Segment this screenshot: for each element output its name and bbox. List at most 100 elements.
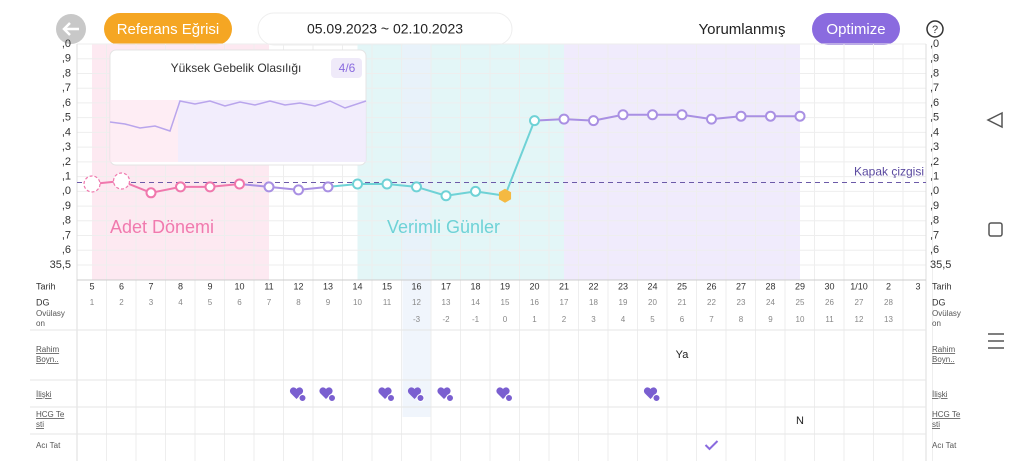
temp-point	[558, 113, 570, 125]
today-column	[402, 44, 431, 417]
dg-cell: 21	[678, 298, 687, 307]
dg-cell: 3	[149, 298, 154, 307]
temp-point	[617, 109, 629, 121]
ovulation-cell: 0	[503, 315, 508, 324]
dg-cell: 27	[855, 298, 864, 307]
dg-cell: 24	[766, 298, 775, 307]
dg-cell: 12	[412, 298, 421, 307]
y-tick-label-right: ,7	[930, 82, 939, 94]
y-tick-label-right: ,7	[930, 229, 939, 241]
x-tick-label: 7	[148, 281, 153, 291]
row-label-right: HCG Te	[932, 410, 961, 419]
nav-menu[interactable]	[988, 333, 1004, 349]
heart-icon	[289, 387, 304, 399]
x-tick-label: 19	[500, 281, 510, 291]
x-tick-label: 15	[382, 281, 392, 291]
reference-label: Referans Eğrisi	[117, 21, 220, 38]
y-tick-label-right: ,6	[930, 97, 939, 109]
nav-home[interactable]	[988, 222, 1003, 237]
dg-cell: 8	[296, 298, 301, 307]
status: Yorumlanmış	[699, 21, 786, 38]
cell: N	[796, 415, 804, 427]
ovulation-cell: 2	[562, 315, 567, 324]
cover-line-label: Kapak çizgisi	[854, 165, 924, 179]
x-tick-label: 30	[824, 281, 834, 291]
y-tick-label-right: ,0	[930, 185, 939, 197]
heart-icon	[378, 387, 392, 399]
ovulation-cell: 3	[591, 315, 596, 324]
temp-point	[676, 109, 688, 121]
temp-point	[647, 109, 658, 121]
row-label-right: on	[932, 319, 941, 328]
y-tick-label: ,9	[62, 53, 71, 65]
ovulation-cell: 5	[650, 315, 655, 324]
nav-back[interactable]	[986, 111, 1003, 129]
y-tick-label-right: 35,5	[930, 259, 951, 271]
inset-shade-purple	[178, 100, 366, 162]
dg-cell: 16	[530, 298, 539, 307]
x-tick-label: 12	[293, 281, 303, 291]
row-label: İlişki	[36, 390, 52, 399]
dg-cell: 10	[353, 298, 362, 307]
heart-badge	[652, 394, 661, 402]
x-tick-label: 28	[765, 281, 775, 291]
temp-point	[706, 113, 717, 125]
help-button[interactable]	[926, 20, 944, 38]
heart-icon	[643, 387, 658, 399]
optimize-label: Optimize	[826, 21, 885, 38]
row-label-right: Ovülasy	[932, 309, 961, 318]
ovulation-cell: 1	[532, 315, 537, 324]
reference-button[interactable]	[104, 13, 232, 45]
y-tick-label-right: ,5	[930, 112, 939, 124]
ovulation-cell: 11	[825, 315, 834, 324]
temp-point	[293, 184, 304, 196]
temp-point	[263, 181, 275, 193]
heart-badge	[416, 394, 425, 402]
x-tick-label: 25	[677, 281, 687, 291]
temp-point	[83, 175, 101, 193]
x-tick-label: 16	[411, 281, 421, 291]
heart-badge	[446, 394, 454, 402]
x-tick-label: 14	[352, 281, 362, 291]
x-tick-label: 9	[207, 281, 212, 291]
temp-point	[322, 181, 334, 193]
temp-point	[112, 172, 131, 190]
row-label: sti	[36, 420, 44, 429]
x-tick-label: 23	[618, 281, 628, 291]
back-arrow	[62, 22, 79, 36]
check-icon	[704, 440, 719, 451]
dg-cell: 1	[90, 298, 95, 307]
temp-point	[175, 181, 186, 193]
ovulation-cell: 8	[739, 315, 744, 324]
temp-point	[440, 190, 452, 202]
y-tick-label: ,2	[62, 156, 71, 168]
dg-cell: 19	[619, 298, 628, 307]
temp-segment	[504, 120, 536, 197]
ovulation-cell: 13	[884, 315, 893, 324]
fertile-label: Verimli Günler	[387, 217, 500, 237]
x-tick-label: 20	[529, 281, 539, 291]
dg-cell: 5	[208, 298, 213, 307]
dg-label-right: DG	[932, 297, 946, 307]
optimize-button[interactable]	[812, 13, 900, 45]
y-tick-label: ,8	[62, 67, 71, 79]
temp-point	[498, 188, 512, 203]
heart-icon	[407, 387, 422, 399]
y-tick-label: ,6	[62, 244, 71, 256]
row-label: on	[36, 319, 45, 328]
dg-cell: 9	[326, 298, 331, 307]
inset-title: Yüksek Gebelik Olasılığı	[171, 61, 302, 75]
y-tick-label: 35,5	[50, 259, 71, 271]
heart-icon	[437, 387, 451, 399]
ovulation-cell: -1	[472, 315, 480, 324]
x-tick-label: 1/10	[850, 281, 868, 291]
heart-icon	[319, 387, 333, 399]
cell: Ya	[676, 349, 690, 361]
y-tick-label-right: ,9	[930, 53, 939, 65]
dg-cell: 6	[237, 298, 242, 307]
inset-line	[109, 100, 367, 132]
heart-badge	[298, 394, 307, 402]
ovulation-cell: 7	[709, 315, 714, 324]
heart-icon	[496, 387, 510, 399]
